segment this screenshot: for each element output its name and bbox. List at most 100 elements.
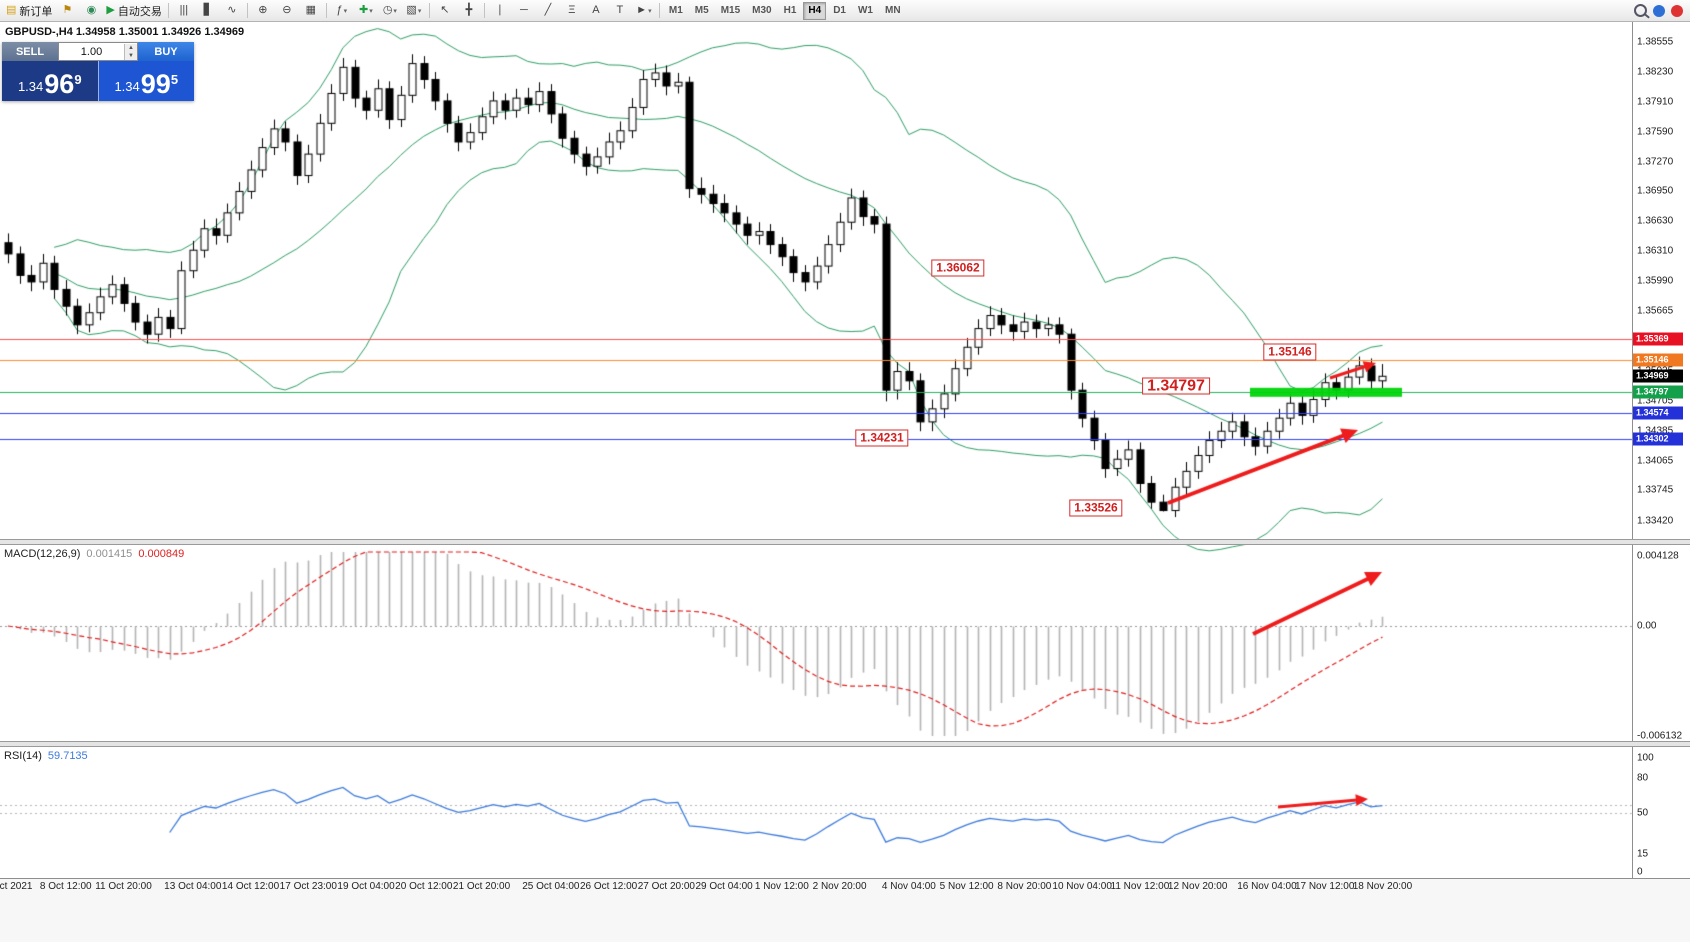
- arrows-icon[interactable]: ►: [632, 1, 656, 21]
- price-tick[interactable]: 1.37590: [1637, 126, 1674, 138]
- time-label[interactable]: 10 Nov 04:00: [1052, 881, 1112, 892]
- periods-icon[interactable]: ◷: [378, 1, 402, 21]
- macd-scale-tick[interactable]: -0.006132: [1637, 730, 1683, 742]
- rsi-scale-tick[interactable]: 100: [1637, 752, 1654, 764]
- volume-up-button[interactable]: ▲: [125, 43, 137, 52]
- tile-windows-icon[interactable]: ▦: [299, 1, 323, 21]
- price-tick[interactable]: 1.37270: [1637, 156, 1674, 168]
- time-label[interactable]: 21 Oct 20:00: [452, 881, 511, 892]
- add-indicator-icon[interactable]: ✚: [354, 1, 378, 21]
- price-tick[interactable]: 1.36310: [1637, 245, 1674, 257]
- candles-chart-icon-glyph: ▋: [203, 4, 213, 16]
- price-tick[interactable]: 1.38230: [1637, 66, 1674, 78]
- time-label[interactable]: 29 Oct 04:00: [695, 881, 753, 892]
- rsi-scale-tick[interactable]: 80: [1637, 772, 1649, 784]
- crosshair-icon[interactable]: ╋: [457, 1, 481, 21]
- timeframe-d1-button[interactable]: D1: [833, 5, 846, 16]
- time-label[interactable]: 19 Oct 04:00: [337, 881, 395, 892]
- candles-chart-icon[interactable]: ▋: [196, 1, 220, 21]
- macd-scale-tick[interactable]: 0.004128: [1637, 550, 1679, 562]
- new-order-button[interactable]: ▤ 新订单: [3, 1, 55, 21]
- macd-scale-tick[interactable]: 0.00: [1637, 620, 1657, 632]
- trendline-icon-glyph: ╱: [544, 4, 552, 16]
- fibonacci-icon[interactable]: Ξ: [560, 1, 584, 21]
- macd-splitter[interactable]: [0, 539, 1690, 545]
- news-icon[interactable]: ◉: [79, 1, 103, 21]
- time-label[interactable]: 5 Nov 12:00: [939, 881, 994, 892]
- line-chart-icon[interactable]: ∿: [220, 1, 244, 21]
- trendline-icon[interactable]: ╱: [536, 1, 560, 21]
- vertical-line-icon[interactable]: ∣: [488, 1, 512, 21]
- timeframe-h4-button[interactable]: H4: [803, 1, 827, 20]
- text-icon[interactable]: A: [584, 1, 608, 21]
- time-label[interactable]: 27 Oct 20:00: [637, 881, 695, 892]
- volume-down-button[interactable]: ▼: [125, 51, 137, 60]
- toolbar-separator: [167, 3, 169, 18]
- price-tick[interactable]: 1.34705: [1637, 395, 1674, 407]
- time-label[interactable]: 8 Nov 20:00: [997, 881, 1052, 892]
- rsi-scale-tick[interactable]: 0: [1637, 866, 1643, 878]
- price-tick[interactable]: 1.36950: [1637, 185, 1674, 197]
- volume-box[interactable]: 1.00 ▲ ▼: [58, 42, 138, 61]
- time-label[interactable]: 18 Nov 20:00: [1352, 881, 1413, 892]
- indicators-icon-glyph: ƒ: [336, 4, 343, 16]
- time-label[interactable]: 13 Oct 04:00: [164, 881, 222, 892]
- bars-chart-icon[interactable]: |||: [172, 1, 196, 21]
- timeframe-m15-button[interactable]: M15: [720, 5, 741, 16]
- price-annotation: 1.34231: [855, 429, 909, 447]
- time-label[interactable]: 7 Oct 2021: [0, 881, 33, 892]
- price-tick[interactable]: 1.33745: [1637, 484, 1674, 496]
- search-icon[interactable]: [1634, 4, 1647, 17]
- community-icon[interactable]: [1653, 4, 1665, 17]
- fibonacci-icon-glyph: Ξ: [568, 4, 576, 16]
- time-label[interactable]: 17 Nov 12:00: [1294, 881, 1355, 892]
- history-center-icon[interactable]: ⚑: [55, 1, 79, 21]
- timeframe-m1-button[interactable]: M1: [668, 5, 683, 16]
- time-label[interactable]: 16 Nov 04:00: [1237, 881, 1297, 892]
- timeframe-h1-button[interactable]: H1: [783, 5, 797, 16]
- text-label-icon[interactable]: T: [608, 1, 632, 21]
- autotrading-button[interactable]: ▶ 自动交易: [103, 1, 164, 21]
- time-label[interactable]: 4 Nov 04:00: [881, 881, 936, 892]
- time-label[interactable]: 2 Nov 20:00: [812, 881, 867, 892]
- timeframe-mn-button[interactable]: MN: [884, 5, 901, 16]
- timeframe-w1-button[interactable]: W1: [857, 5, 873, 16]
- notifications-icon[interactable]: [1671, 4, 1683, 17]
- price-tick[interactable]: 1.36630: [1637, 215, 1674, 227]
- timeframe-m5-button[interactable]: M5: [694, 5, 709, 16]
- rsi-splitter[interactable]: [0, 741, 1690, 747]
- volume-input[interactable]: 1.00: [80, 45, 103, 58]
- price-tick[interactable]: 1.33420: [1637, 515, 1674, 527]
- time-label[interactable]: 17 Oct 23:00: [279, 881, 337, 892]
- time-label[interactable]: 25 Oct 04:00: [522, 881, 580, 892]
- price-tick[interactable]: 1.38555: [1637, 36, 1674, 48]
- zoom-out-icon[interactable]: ⊖: [275, 1, 299, 21]
- time-label[interactable]: 12 Nov 20:00: [1167, 881, 1228, 892]
- time-label[interactable]: 11 Nov 12:00: [1110, 881, 1170, 892]
- sell-button[interactable]: SELL: [2, 42, 58, 61]
- cursor-icon[interactable]: ↖: [433, 1, 457, 21]
- time-label[interactable]: 26 Oct 12:00: [579, 881, 638, 892]
- time-label[interactable]: 14 Oct 12:00: [221, 881, 280, 892]
- rsi-scale-tick[interactable]: 15: [1637, 848, 1649, 860]
- templates-icon[interactable]: ▧: [402, 1, 426, 21]
- indicators-icon[interactable]: ƒ: [330, 1, 354, 21]
- buy-price[interactable]: 1.34 99 5: [98, 61, 194, 101]
- zoom-in-icon[interactable]: ⊕: [251, 1, 275, 21]
- time-label[interactable]: 8 Oct 12:00: [39, 881, 92, 892]
- time-label[interactable]: 11 Oct 20:00: [95, 881, 152, 892]
- timeframe-m30-button[interactable]: M30: [752, 5, 772, 16]
- horizontal-line-icon[interactable]: ─: [512, 1, 536, 21]
- price-tick[interactable]: 1.34385: [1637, 425, 1674, 437]
- time-axis[interactable]: [0, 878, 1690, 942]
- price-tick[interactable]: 1.35990: [1637, 275, 1674, 287]
- price-tick[interactable]: 1.35665: [1637, 305, 1674, 317]
- price-tick[interactable]: 1.34065: [1637, 455, 1674, 467]
- sell-price[interactable]: 1.34 96 9: [2, 61, 99, 101]
- time-label[interactable]: 1 Nov 12:00: [754, 881, 809, 892]
- buy-button[interactable]: BUY: [138, 42, 194, 61]
- time-label[interactable]: 20 Oct 12:00: [395, 881, 453, 892]
- rsi-scale-tick[interactable]: 50: [1637, 807, 1649, 819]
- price-tick[interactable]: 1.37910: [1637, 96, 1674, 108]
